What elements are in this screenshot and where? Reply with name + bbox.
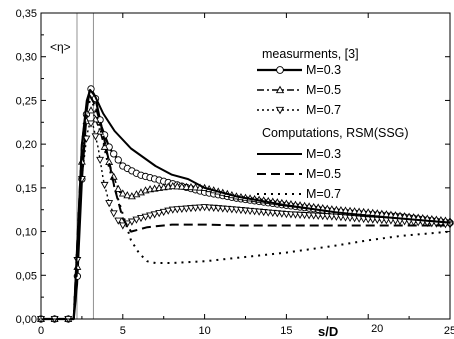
data-point: [109, 172, 118, 180]
data-point: [168, 206, 177, 214]
x-tick-label: 5: [120, 325, 126, 337]
vertical-reference-lines: [76, 13, 94, 319]
legend-label: M=0.3: [306, 147, 341, 161]
data-point: [109, 210, 118, 218]
legend-item: M=0.5: [257, 167, 341, 181]
data-point: [105, 200, 114, 208]
data-point: [137, 214, 145, 223]
x-tick-label: 20: [371, 323, 383, 335]
legend-item: M=0.7: [257, 187, 341, 201]
data-point: [150, 211, 159, 219]
legend-header-measurements: measurments, [3]: [262, 47, 359, 61]
plot-frame: [40, 12, 451, 320]
legend-item: M=0.7: [257, 103, 341, 117]
legend-label: M=0.5: [306, 167, 341, 181]
data-point: [159, 208, 168, 217]
series-computations-m03: [72, 88, 451, 320]
y-tick-label: 0,00: [16, 314, 37, 326]
data-point: [96, 156, 105, 164]
data-point: [173, 206, 182, 214]
legend-label: M=0.3: [306, 63, 341, 77]
legend-swatch-marker: [275, 106, 285, 115]
data-point: [168, 182, 177, 190]
legend-item: M=0.3: [257, 63, 341, 77]
x-tick-label: 15: [280, 325, 292, 337]
data-point: [191, 183, 200, 191]
y-tick-label: 0,25: [16, 95, 37, 107]
data-point: [118, 189, 127, 197]
data-point: [123, 191, 132, 199]
legend-items: M=0.3 M=0.5 M=0.7 M=0.3 M=0.5 M=0.7: [257, 63, 341, 201]
data-point: [100, 142, 109, 150]
data-point: [110, 150, 118, 158]
y-axis-annotation: <η>: [50, 40, 71, 54]
data-point: [114, 217, 123, 225]
axes: 0 5 10 15 20 25 0,00 0,05 0,10 0,15 0,20 0,25 0,30 0,…: [16, 8, 454, 337]
legend-item: M=0.3: [257, 147, 341, 161]
y-tick-label: 0,20: [16, 139, 37, 151]
data-point: [141, 213, 150, 221]
data-point: [87, 120, 95, 128]
legend-swatch-marker: [275, 85, 285, 94]
data-point: [187, 183, 195, 191]
data-point: [182, 182, 191, 190]
series-measurements-m07: [37, 120, 454, 324]
legend-label: M=0.7: [306, 187, 341, 201]
data-point: [87, 106, 95, 114]
data-point: [82, 135, 91, 143]
x-axis-label: s/D: [318, 324, 338, 339]
legend: measurments, [3] Computations, RSM(SSG) …: [257, 47, 409, 201]
legend-label: M=0.7: [306, 103, 341, 117]
series-measurements-m03: [37, 85, 454, 323]
data-point: [114, 156, 122, 164]
series-line: [72, 88, 451, 320]
x-tick-label: 0: [38, 325, 44, 337]
x-tick-label: 25: [444, 325, 454, 337]
data-point: [191, 204, 200, 212]
data-point: [177, 205, 186, 214]
y-tick-label: 0,30: [16, 52, 37, 64]
y-tick-label: 0,10: [16, 227, 37, 239]
data-point: [132, 216, 141, 224]
y-tick-label: 0,15: [16, 183, 37, 195]
series-line: [41, 121, 451, 320]
data-point: [182, 205, 191, 213]
y-tick-label: 0,05: [16, 270, 37, 282]
legend-label: M=0.5: [306, 83, 341, 97]
data-point: [187, 205, 195, 213]
x-tick-label: 10: [198, 325, 210, 337]
data-point: [100, 181, 109, 190]
legend-item: M=0.5: [257, 83, 341, 97]
data-point: [146, 212, 155, 220]
data-point: [91, 133, 100, 141]
y-tick-label: 0,35: [16, 8, 37, 20]
data-point: [127, 218, 136, 226]
data-point: [114, 184, 123, 192]
data-point: [173, 182, 182, 190]
data-point: [177, 182, 186, 190]
data-point: [164, 207, 173, 215]
legend-header-computations: Computations, RSM(SSG): [262, 126, 409, 140]
data-point: [118, 222, 127, 230]
data-point: [155, 210, 164, 218]
series-layer: [37, 85, 454, 324]
legend-swatch-marker: [276, 66, 284, 74]
data-point: [196, 204, 205, 212]
